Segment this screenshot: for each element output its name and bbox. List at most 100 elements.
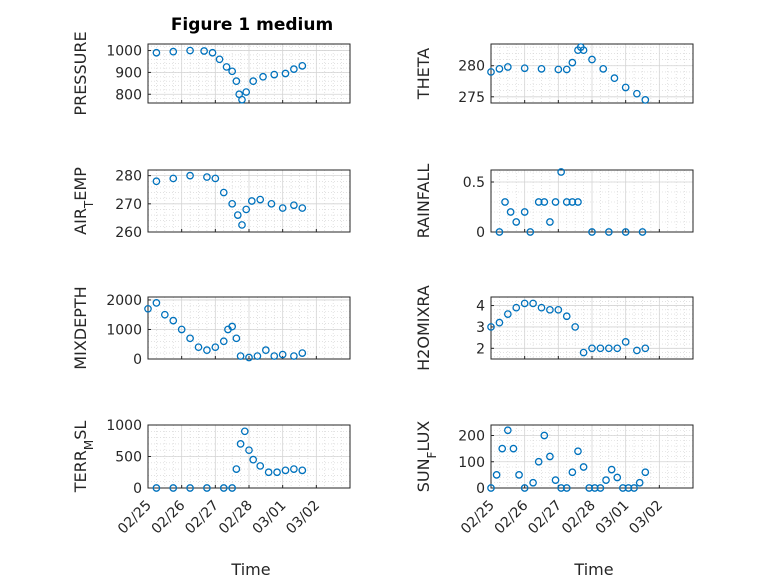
data-point (253, 352, 262, 360)
data-point (602, 476, 610, 484)
data-point (604, 228, 613, 236)
data-point (537, 64, 546, 73)
data-point (610, 74, 619, 83)
data-point (245, 446, 253, 455)
data-point (259, 72, 267, 81)
y-tick-label: 0 (476, 481, 485, 497)
data-point (267, 199, 276, 208)
data-point (290, 352, 298, 360)
data-point (546, 452, 554, 461)
data-point (186, 334, 194, 343)
plot-border (490, 43, 694, 104)
data-point (526, 228, 535, 236)
plot-border (147, 424, 351, 489)
data-point (607, 465, 616, 474)
data-point (203, 173, 211, 181)
data-point (641, 344, 650, 353)
subplot-air-temp: 260 270 280 AIRTEMP (71, 167, 351, 241)
data-point (624, 484, 633, 492)
data-point (588, 228, 596, 236)
x-axis-label-right: Time (573, 560, 613, 579)
data-point (203, 484, 211, 492)
data-point (590, 484, 599, 492)
x-axis-label-left: Time (230, 560, 270, 579)
data-point (512, 303, 521, 312)
y-tick-label: 3 (476, 320, 485, 336)
data-point (641, 468, 650, 477)
y-tick-label: 2000 (106, 293, 142, 309)
data-point (562, 198, 571, 206)
data-point (501, 198, 509, 206)
data-point (585, 484, 594, 492)
data-point (281, 466, 290, 475)
data-point (247, 197, 256, 205)
data-point (495, 228, 504, 236)
data-series (487, 299, 650, 357)
data-point (211, 174, 220, 183)
data-point (233, 211, 242, 219)
x-tick-label: 02/26 (492, 497, 532, 537)
data-point (495, 64, 504, 73)
y-tick-label: 0 (133, 481, 142, 497)
data-point (281, 69, 290, 78)
data-point (240, 427, 249, 436)
data-point (232, 334, 241, 343)
data-point (298, 466, 307, 475)
data-point (638, 228, 647, 236)
data-point (515, 471, 523, 479)
data-point (238, 95, 246, 104)
data-point (290, 465, 298, 473)
data-series (144, 299, 307, 362)
data-point (557, 484, 565, 492)
y-tick-label: 280 (458, 59, 485, 75)
data-point (242, 205, 251, 214)
subplot-theta: 275 280 THETA (414, 43, 694, 106)
data-point (537, 303, 546, 312)
data-point (604, 344, 613, 353)
data-point (557, 168, 565, 176)
data-point (228, 322, 237, 331)
data-point (278, 204, 287, 212)
data-point (219, 484, 228, 492)
x-tick-label: 02/27 (182, 498, 222, 538)
y-tick-label: 260 (115, 225, 142, 241)
data-point (211, 343, 220, 352)
data-point (571, 323, 580, 331)
data-point (529, 478, 537, 487)
y-tick-label: 0 (476, 225, 485, 241)
data-point (562, 65, 571, 74)
data-point (554, 305, 563, 314)
data-point (249, 455, 258, 464)
y-tick-label: 900 (115, 65, 142, 81)
data-point (579, 46, 588, 55)
data-point (186, 171, 194, 180)
x-tick-label: 02/25 (115, 498, 155, 538)
data-point (579, 463, 588, 471)
data-point (621, 338, 630, 346)
data-point (245, 353, 253, 362)
data-point (568, 58, 577, 67)
data-point (298, 204, 307, 212)
data-point (633, 346, 641, 355)
y-axis-label: TERRMSL (71, 421, 96, 494)
data-point (236, 352, 245, 360)
data-point (596, 344, 605, 353)
data-point (503, 426, 512, 435)
data-point (554, 65, 563, 74)
data-series (152, 171, 307, 229)
data-point (236, 440, 245, 448)
plot-border (490, 169, 694, 233)
data-point (551, 198, 560, 206)
data-point (546, 218, 554, 226)
y-axis-label: MIXDEPTH (71, 286, 90, 369)
data-point (540, 431, 549, 440)
y-axis-label: RAINFALL (414, 164, 433, 239)
data-point (534, 198, 543, 206)
data-point (169, 174, 178, 183)
data-point (219, 337, 228, 346)
data-point (546, 305, 554, 314)
y-tick-label: 1000 (106, 418, 142, 434)
data-point (169, 484, 178, 492)
